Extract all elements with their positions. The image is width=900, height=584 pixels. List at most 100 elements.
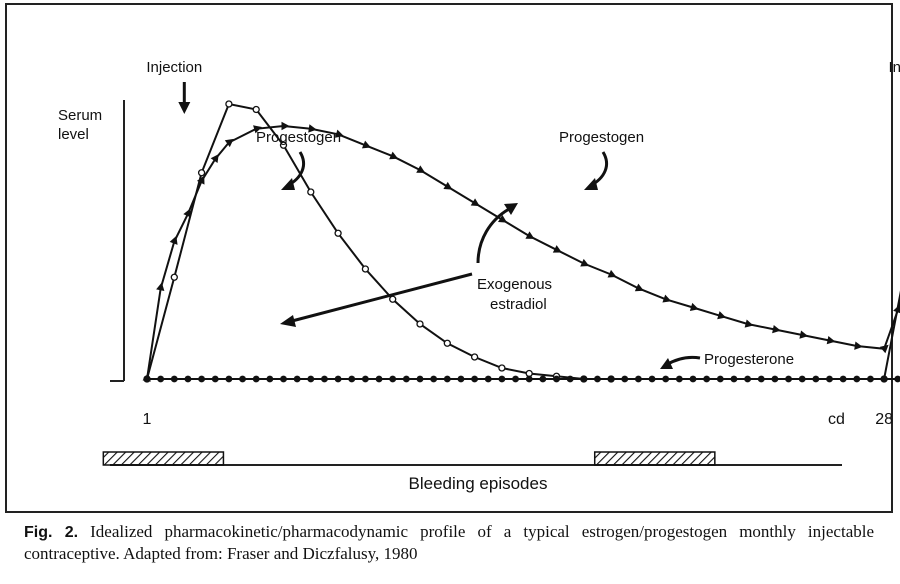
progesterone-point	[157, 375, 165, 383]
progestogen-point	[196, 175, 205, 185]
estradiol-point	[170, 273, 178, 281]
progestogen-point	[389, 151, 399, 160]
progestogen-point	[689, 302, 699, 311]
estradiol-point	[225, 100, 233, 108]
progesterone-point	[853, 375, 861, 383]
bleeding-label: Bleeding episodes	[409, 474, 548, 493]
progesterone-point	[457, 375, 465, 383]
bleeding-episodes: Bleeding episodes	[102, 451, 842, 493]
progesterone-point	[635, 375, 642, 383]
progesterone-point	[362, 375, 369, 383]
progesterone-point	[416, 375, 424, 383]
x-axis-unit: cd	[828, 411, 845, 428]
progesterone-point	[402, 375, 410, 383]
axes: Serum level cd	[58, 100, 845, 428]
injection-annotations: Injection Injection	[146, 59, 900, 114]
progestogen-point	[826, 335, 836, 345]
progesterone-point	[389, 375, 397, 383]
y-axis-label-line1: Serum	[58, 107, 102, 124]
progesterone-point	[894, 375, 900, 383]
progesterone-point	[594, 375, 601, 383]
progesterone-point	[648, 375, 656, 383]
progestogen-point	[308, 124, 317, 133]
progestogen-label-2: Progestogen	[559, 129, 644, 146]
progesterone-point	[443, 375, 451, 383]
progesterone-point	[553, 375, 560, 383]
progestogen-point	[281, 121, 290, 131]
progesterone-point	[225, 375, 233, 383]
progestogen-point	[717, 311, 727, 320]
progesterone-point	[280, 375, 287, 383]
bleeding-episode-2	[593, 451, 716, 466]
estradiol-pointer-left-head	[280, 315, 296, 327]
progestogen-pointer-1-head	[281, 178, 295, 190]
progestogen-point	[744, 319, 754, 328]
progesterone-label: Progesterone	[704, 351, 794, 368]
progestogen-point	[607, 269, 617, 278]
progestogen-point	[210, 154, 219, 164]
progesterone-point	[321, 375, 328, 383]
estradiol-point	[334, 229, 342, 237]
progestogen-point	[443, 181, 453, 190]
estradiol-point	[498, 364, 506, 372]
estradiol-pointer-up-head	[504, 203, 518, 215]
progesterone-point	[812, 375, 820, 383]
progestogen-line	[146, 124, 900, 380]
x-tick-labels: 12856	[143, 411, 894, 428]
progestogen-point	[580, 258, 590, 267]
estradiol-point	[361, 265, 370, 273]
estradiol-pointer-left	[291, 272, 473, 323]
progestogen-point	[799, 330, 809, 339]
progesterone-point	[621, 375, 629, 383]
progestogen-point	[470, 198, 480, 207]
injection-label-2: Injection	[888, 59, 900, 76]
progestogen-point	[361, 140, 371, 149]
progesterone-point	[307, 375, 315, 383]
estradiol-point	[279, 141, 288, 149]
progesterone-point	[143, 375, 151, 383]
estradiol-point	[389, 295, 397, 303]
estradiol-label-line2: estradiol	[490, 296, 547, 313]
estradiol-point	[197, 169, 206, 177]
progestogen-point	[224, 138, 234, 148]
progestogen-point	[183, 208, 191, 218]
estradiol-label-line1: Exogenous	[477, 276, 552, 293]
progesterone-point	[198, 375, 206, 383]
progesterone-point	[484, 375, 492, 383]
progesterone-point	[539, 375, 547, 383]
progesterone-point	[867, 375, 874, 383]
estradiol-point	[416, 320, 424, 328]
progestogen-pointer-2-head	[584, 178, 598, 190]
progestogen-point	[634, 283, 644, 292]
progesterone-point	[239, 375, 246, 383]
progesterone-point	[675, 375, 683, 383]
progesterone-point	[703, 375, 711, 383]
x-tick-label-28: 28	[875, 411, 893, 428]
progesterone-point	[798, 375, 806, 383]
progesterone-point	[375, 375, 383, 383]
progestogen-point	[498, 214, 508, 223]
y-axis-label-line2: level	[58, 126, 89, 143]
progesterone-point	[744, 375, 751, 383]
progestogen-point	[772, 324, 781, 334]
estradiol-point	[443, 339, 451, 347]
progesterone-point	[839, 375, 847, 383]
progestogen-point	[334, 129, 344, 138]
series-markers	[142, 100, 900, 383]
progestogen-point	[169, 235, 178, 245]
progesterone-point	[293, 375, 301, 383]
progestogen-point	[525, 231, 535, 239]
progestogen-point	[156, 282, 165, 292]
estradiol-pointer-up	[476, 207, 510, 264]
progesterone-point	[471, 375, 478, 383]
progesterone-point	[252, 375, 260, 383]
progesterone-point	[184, 375, 192, 383]
progestogen-label-1: Progestogen	[256, 129, 341, 146]
injection-arrowhead-1	[178, 102, 191, 114]
progesterone-point	[785, 375, 792, 383]
progestogen-point	[879, 344, 889, 354]
progesterone-point	[170, 375, 178, 383]
x-tick-label-1: 1	[143, 411, 152, 428]
